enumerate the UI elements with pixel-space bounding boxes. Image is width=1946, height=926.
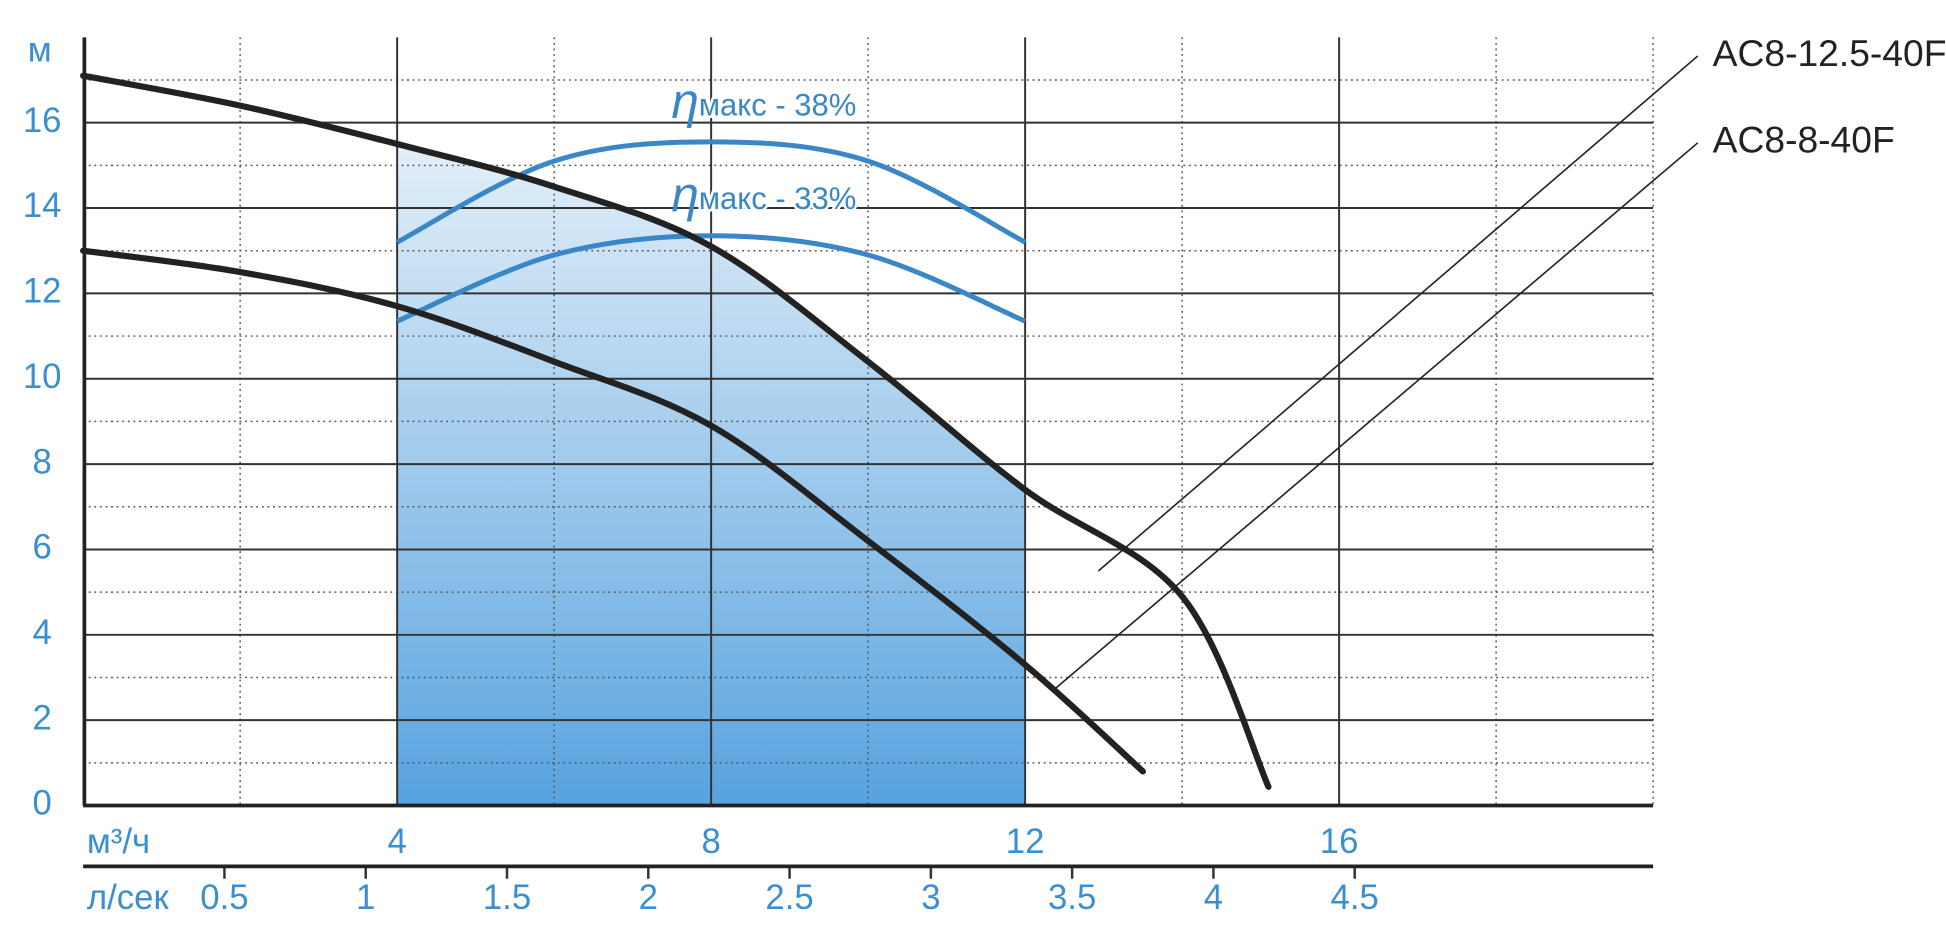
x-tick-label: 12 — [1006, 823, 1045, 861]
x-axis-label: м³/ч — [87, 823, 150, 861]
x2-tick-label: 0.5 — [200, 879, 248, 917]
y-tick-label: 16 — [23, 102, 62, 140]
x2-axis-label: л/сек — [87, 879, 170, 917]
y-tick-label: 2 — [33, 699, 52, 737]
legend-label: AC8-12.5-40F — [1713, 32, 1946, 74]
y-tick-label: 14 — [23, 187, 62, 225]
main-layer: 0 2 4 6 8 10 12 14 16 4 8 12 16 0.5 1 1.5 2 2.5 3 3.5 4 4.5 м м… — [23, 31, 1946, 917]
efficiency-symbol: η — [671, 73, 699, 129]
leader-line — [1054, 142, 1699, 690]
x2-tick-label: 2 — [639, 879, 658, 917]
grid-layer — [83, 37, 1654, 879]
efficiency-curve — [396, 233, 1027, 324]
x2-tick-label: 4.5 — [1331, 879, 1379, 917]
y-axis-label: м — [28, 31, 52, 69]
x-tick-label: 16 — [1320, 823, 1359, 861]
efficiency-symbol: η — [671, 167, 699, 223]
x2-tick-label: 2.5 — [765, 879, 813, 917]
legend-label: AC8-8-40F — [1713, 119, 1895, 161]
efficiency-label: макс - 33% — [699, 181, 857, 216]
x2-tick-label: 1.5 — [483, 879, 531, 917]
x2-tick-label: 3 — [921, 879, 940, 917]
y-tick-label: 4 — [33, 614, 52, 652]
y-tick-label: 10 — [23, 358, 62, 396]
x-tick-label: 8 — [701, 823, 720, 861]
pump-curve — [80, 247, 1146, 775]
x-tick-label: 4 — [387, 823, 406, 861]
leader-line — [1097, 55, 1699, 572]
y-tick-label: 0 — [33, 785, 52, 823]
y-tick-label: 12 — [23, 273, 62, 311]
y-tick-label: 8 — [33, 443, 52, 481]
efficiency-curve — [396, 139, 1027, 245]
x2-tick-label: 4 — [1204, 879, 1223, 917]
x2-tick-label: 1 — [356, 879, 375, 917]
x2-tick-label: 3.5 — [1048, 879, 1096, 917]
pump-curve — [80, 72, 1272, 790]
y-tick-label: 6 — [33, 529, 52, 567]
efficiency-label: макс - 38% — [699, 87, 857, 122]
